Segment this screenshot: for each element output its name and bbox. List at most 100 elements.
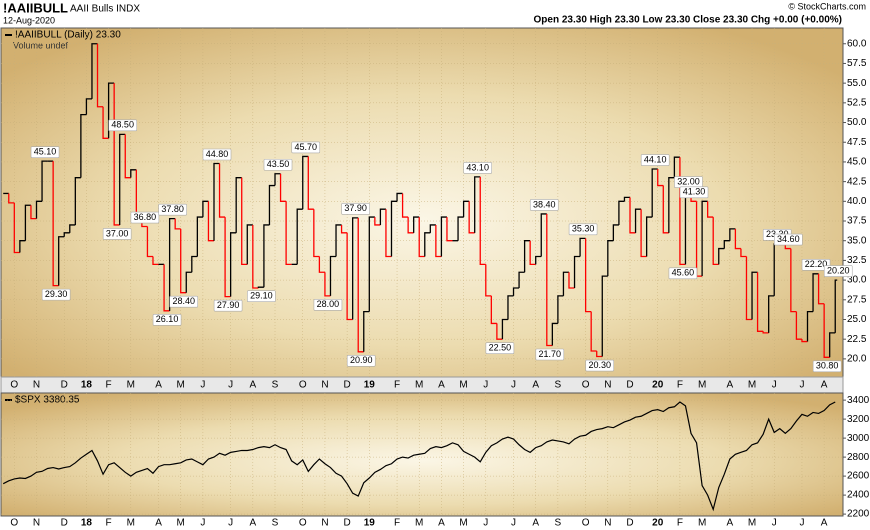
step-segment (440, 216, 447, 257)
step-segment (385, 209, 392, 258)
x-tick-label: M (415, 380, 423, 391)
x-tick-label: M (127, 518, 135, 529)
step-segment (335, 224, 342, 257)
step-segment (474, 176, 481, 233)
x-tick-label: N (33, 518, 40, 529)
step-segment (651, 168, 658, 218)
x-tick-label: A (532, 518, 539, 529)
x-tick-label: D (344, 518, 351, 529)
step-segment (119, 133, 126, 225)
y-tick-label: 52.5 (847, 97, 867, 108)
x-tick-label: M (127, 380, 135, 391)
step-segment (396, 192, 403, 202)
step-segment (501, 318, 508, 340)
step-segment (313, 209, 320, 258)
step-segment (551, 322, 558, 346)
step-segment (512, 287, 520, 296)
x-tick-label: A (532, 380, 539, 391)
x-tick-label: F (677, 518, 683, 529)
step-segment (13, 202, 20, 254)
step-segment (229, 232, 237, 297)
x-tick-label: J (511, 518, 516, 529)
step-segment (834, 279, 838, 333)
x-tick-label: A (249, 518, 256, 529)
step-segment (784, 244, 791, 250)
step-segment (74, 177, 81, 225)
step-segment (790, 248, 797, 313)
x-tick-label: A (438, 518, 445, 529)
x-tick-label: M (177, 380, 185, 391)
x-tick-label: M (748, 518, 756, 529)
value-label-box (152, 314, 182, 326)
x-tick-label: S (272, 518, 279, 529)
step-segment (401, 193, 409, 218)
step-segment (357, 217, 364, 353)
value-label: 45.60 (672, 268, 695, 278)
value-label-box (158, 203, 187, 216)
step-segment (623, 196, 631, 202)
step-segment (363, 310, 370, 352)
step-segment (712, 217, 719, 265)
x-tick-label: A (727, 518, 734, 529)
step-segment (318, 256, 325, 273)
step-segment (418, 217, 425, 258)
value-label: 44.10 (644, 154, 667, 164)
step-segment (462, 200, 470, 218)
step-segment (41, 160, 48, 202)
x-tick-label: D (626, 380, 633, 391)
value-label: 30.80 (816, 361, 839, 371)
x-tick-label: O (299, 518, 307, 529)
value-label: 22.50 (489, 343, 512, 353)
x-tick-label: O (299, 380, 307, 391)
x-tick-label: S (272, 380, 279, 391)
step-segment (63, 232, 70, 237)
value-label-box (130, 211, 160, 224)
x-tick-label: N (33, 380, 40, 391)
step-segment (751, 271, 758, 320)
value-label-box (30, 146, 60, 158)
step-segment (518, 271, 525, 288)
step-segment (584, 238, 592, 313)
date: 12-Aug-2020 (3, 15, 55, 25)
step-segment (590, 311, 597, 352)
price-line (2, 401, 836, 512)
y-tick-label: 37.5 (847, 216, 867, 227)
y-tick-label: 25.0 (847, 314, 867, 325)
value-label: 43.50 (267, 159, 290, 169)
value-label-box (640, 154, 670, 166)
value-label-box (568, 223, 598, 236)
step-segment (612, 224, 619, 241)
step-segment (263, 224, 270, 288)
step-segment (618, 200, 625, 225)
step-segment (285, 201, 292, 265)
step-segment (202, 200, 209, 218)
step-segment (352, 217, 359, 320)
step-segment (707, 201, 714, 218)
step-segment (8, 193, 15, 204)
x-tick-label: J (772, 518, 777, 529)
step-segment (35, 200, 43, 219)
x-tick-label: D (61, 380, 68, 391)
step-segment (468, 201, 475, 234)
value-label: 28.00 (317, 299, 340, 309)
x-tick-label: J (772, 380, 777, 391)
step-segment (252, 224, 259, 289)
x-tick-label: M (698, 380, 706, 391)
x-tick-label: 19 (364, 518, 376, 529)
step-segment (745, 256, 753, 321)
step-segment (446, 217, 453, 242)
step-segment (457, 216, 464, 241)
x-tick-label: A (155, 380, 162, 391)
step-segment (429, 224, 436, 233)
step-segment (235, 177, 242, 233)
x-tick-label: M (177, 518, 185, 529)
y-tick-label: 2400 (847, 490, 870, 501)
step-segment (756, 272, 764, 332)
value-label: 20.90 (350, 355, 373, 365)
symbol: !AAIIBULL (3, 0, 68, 15)
x-tick-label: J (799, 518, 804, 529)
value-label-box (823, 265, 853, 277)
x-tick-label: F (394, 518, 400, 529)
step-segment (407, 217, 414, 234)
